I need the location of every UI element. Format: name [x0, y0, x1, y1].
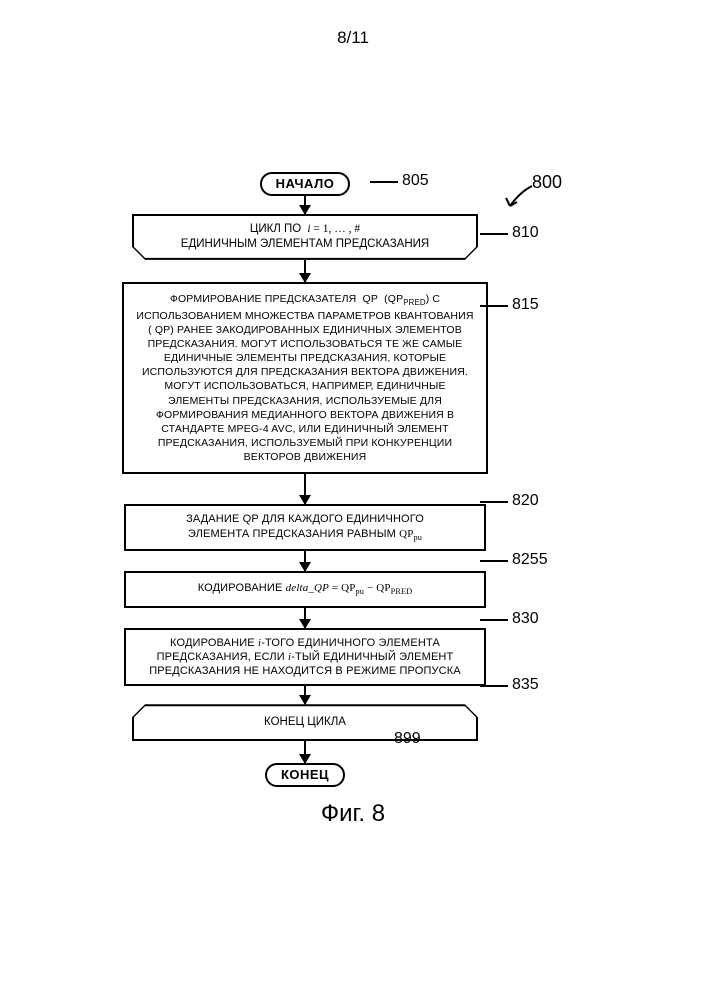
- step-delta-qp: КОДИРОВАНИЕ delta_QP = QPpu − QPPRED: [124, 571, 486, 608]
- enc-l3: ПРЕДСКАЗАНИЯ НЕ НАХОДИТСЯ В РЕЖИМЕ ПРОПУ…: [149, 665, 461, 677]
- arrow: [304, 608, 306, 628]
- step-set-qp-l1: ЗАДАНИЕ QP ДЛЯ КАЖДОГО ЕДИНИЧНОГО: [186, 513, 424, 525]
- step-delta-pre: КОДИРОВАНИЕ: [198, 582, 286, 594]
- terminator-start: НАЧАЛО: [260, 172, 351, 196]
- loop-head: ЦИКЛ ПО i = 1, … , # ЕДИНИЧНЫМ ЭЛЕМЕНТАМ…: [132, 214, 478, 260]
- step-set-qp-l2a: ЭЛЕМЕНТА ПРЕДСКАЗАНИЯ РАВНЫМ: [188, 528, 399, 540]
- arrow: [304, 260, 306, 282]
- enc-l2b: -ТЫЙ ЕДИНИЧНЫЙ ЭЛЕМЕНТ: [291, 651, 453, 663]
- figure-ref-800: 800: [532, 172, 562, 193]
- arrow: [304, 551, 306, 571]
- loop-head-line2: ЕДИНИЧНЫМ ЭЛЕМЕНТАМ ПРЕДСКАЗАНИЯ: [181, 238, 429, 250]
- step-delta-math: delta_QP: [286, 582, 329, 594]
- enc-l1b: -ТОГО ЕДИНИЧНОГО ЭЛЕМЕНТА: [261, 637, 440, 649]
- arrow: [304, 686, 306, 704]
- terminator-end-label: КОНЕЦ: [281, 767, 329, 782]
- step-set-qp: ЗАДАНИЕ QP ДЛЯ КАЖДОГО ЕДИНИЧНОГО ЭЛЕМЕН…: [124, 504, 486, 551]
- step-delta-eq: = QPpu − QPPRED: [329, 582, 412, 594]
- step-encode-ith: КОДИРОВАНИЕ i-ТОГО ЕДИНИЧНОГО ЭЛЕМЕНТА П…: [124, 628, 486, 686]
- arrow: [304, 196, 306, 214]
- step-form-text: ФОРМИРОВАНИЕ ПРЕДСКАЗАТЕЛЯ QP (QPPRED) С…: [136, 293, 473, 463]
- loop-head-line1-pre: ЦИКЛ ПО: [250, 223, 305, 235]
- loop-head-line1-math2: = 1, … , #: [313, 223, 360, 235]
- terminator-start-label: НАЧАЛО: [276, 176, 335, 191]
- enc-l1a: КОДИРОВАНИЕ: [170, 637, 258, 649]
- flowchart: НАЧАЛО ЦИКЛ ПО i = 1, … , # ЕДИНИЧНЫМ ЭЛ…: [115, 172, 495, 787]
- page-number: 8/11: [0, 28, 706, 48]
- enc-l2a: ПРЕДСКАЗАНИЯ, ЕСЛИ: [157, 651, 288, 663]
- step-set-qp-l2b: QPpu: [399, 528, 422, 540]
- step-form-predictor: ФОРМИРОВАНИЕ ПРЕДСКАЗАТЕЛЯ QP (QPPRED) С…: [122, 282, 488, 475]
- terminator-end: КОНЕЦ: [265, 763, 345, 787]
- arrow: [304, 741, 306, 763]
- page: 8/11 800 НАЧАЛО ЦИКЛ ПО i = 1, … , # ЕДИ…: [0, 0, 706, 999]
- figure-caption: Фиг. 8: [0, 800, 706, 828]
- loop-end-label: КОНЕЦ ЦИКЛА: [264, 716, 346, 728]
- loop-end: КОНЕЦ ЦИКЛА: [132, 704, 478, 741]
- arrow: [304, 474, 306, 504]
